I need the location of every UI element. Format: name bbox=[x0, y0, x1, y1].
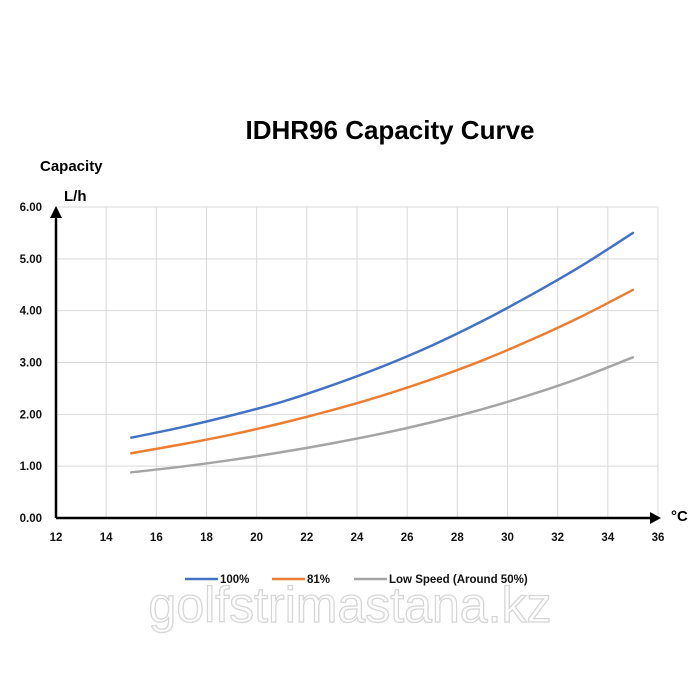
series-line-2 bbox=[130, 356, 635, 474]
legend-label-2: Low Speed (Around 50%) bbox=[389, 574, 528, 586]
legend: 100% 81% Low Speed (Around 50%) bbox=[185, 574, 528, 586]
x-tick-label: 32 bbox=[551, 532, 564, 544]
legend-label-0: 100% bbox=[220, 574, 249, 586]
x-tick-label: 20 bbox=[250, 532, 263, 544]
series-line-1 bbox=[130, 288, 635, 455]
series-line-0 bbox=[130, 231, 635, 439]
y-axis-unit: L/h bbox=[64, 188, 87, 205]
chart-title: IDHR96 Capacity Curve bbox=[246, 115, 535, 145]
y-tick-label: 5.00 bbox=[20, 254, 42, 266]
x-tick-label: 30 bbox=[501, 532, 514, 544]
y-tick-label: 6.00 bbox=[20, 202, 42, 214]
x-tick-label: 14 bbox=[100, 532, 113, 544]
x-axis-arrow bbox=[650, 512, 661, 524]
x-tick-label: 22 bbox=[300, 532, 313, 544]
x-tick-label: 12 bbox=[50, 532, 63, 544]
y-tick-label: 0.00 bbox=[20, 513, 42, 525]
tick-labels: 12 14 16 18 20 22 24 26 28 30 32 34 36 0.00 1.00 2.00 3.… bbox=[20, 202, 665, 544]
x-tick-label: 16 bbox=[150, 532, 163, 544]
y-tick-label: 4.00 bbox=[20, 306, 42, 318]
watermark: golfstrimastana.kz bbox=[149, 577, 552, 633]
axes bbox=[50, 206, 661, 524]
legend-label-1: 81% bbox=[307, 574, 330, 586]
series-lines bbox=[130, 231, 635, 474]
y-tick-label: 3.00 bbox=[20, 358, 42, 370]
x-tick-label: 18 bbox=[200, 532, 213, 544]
y-axis-arrow bbox=[50, 206, 62, 218]
x-tick-label: 26 bbox=[401, 532, 414, 544]
x-tick-label: 36 bbox=[652, 532, 665, 544]
grid bbox=[56, 206, 659, 518]
x-axis-title: °C bbox=[671, 508, 688, 525]
x-tick-label: 24 bbox=[351, 532, 364, 544]
x-tick-label: 28 bbox=[451, 532, 464, 544]
y-tick-label: 1.00 bbox=[20, 461, 42, 473]
y-axis-title: Capacity bbox=[40, 158, 103, 175]
x-tick-label: 34 bbox=[601, 532, 614, 544]
y-tick-label: 2.00 bbox=[20, 409, 42, 421]
